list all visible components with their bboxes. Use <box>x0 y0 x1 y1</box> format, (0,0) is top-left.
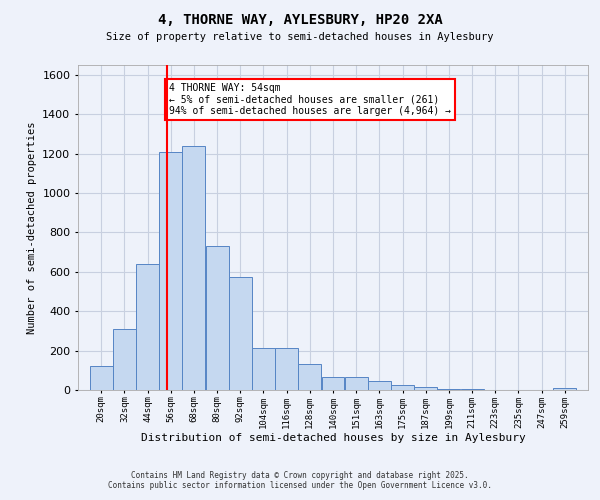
Bar <box>90 366 113 390</box>
Bar <box>345 377 368 390</box>
Bar <box>414 387 437 390</box>
Bar <box>229 276 252 390</box>
Bar <box>553 388 576 390</box>
Bar <box>298 364 321 390</box>
Bar <box>391 385 414 390</box>
Bar <box>113 329 136 390</box>
Bar <box>136 264 159 390</box>
Text: Contains HM Land Registry data © Crown copyright and database right 2025.
Contai: Contains HM Land Registry data © Crown c… <box>108 470 492 490</box>
Bar <box>182 146 205 390</box>
Text: 4 THORNE WAY: 54sqm
← 5% of semi-detached houses are smaller (261)
94% of semi-d: 4 THORNE WAY: 54sqm ← 5% of semi-detache… <box>169 82 451 116</box>
Bar <box>368 380 391 390</box>
Bar <box>322 377 344 390</box>
Text: Size of property relative to semi-detached houses in Aylesbury: Size of property relative to semi-detach… <box>106 32 494 42</box>
Text: 4, THORNE WAY, AYLESBURY, HP20 2XA: 4, THORNE WAY, AYLESBURY, HP20 2XA <box>158 12 442 26</box>
Bar <box>206 246 229 390</box>
Bar <box>437 389 460 390</box>
X-axis label: Distribution of semi-detached houses by size in Aylesbury: Distribution of semi-detached houses by … <box>140 434 526 444</box>
Bar <box>159 152 182 390</box>
Bar <box>275 348 298 390</box>
Y-axis label: Number of semi-detached properties: Number of semi-detached properties <box>26 121 37 334</box>
Bar <box>252 348 275 390</box>
